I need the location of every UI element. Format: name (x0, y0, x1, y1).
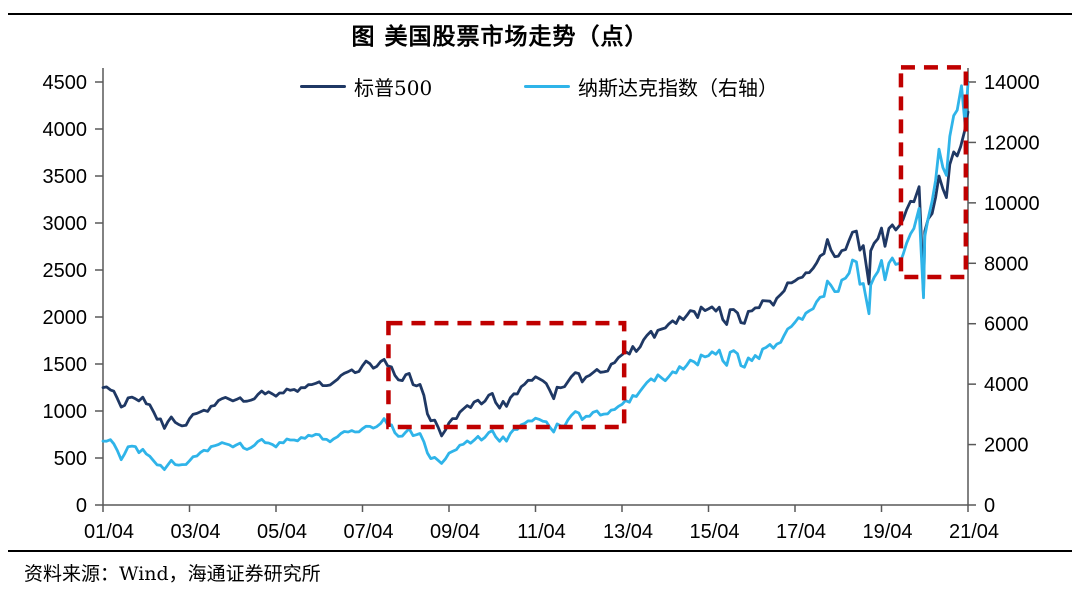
x-axis-tick-label: 17/04 (776, 521, 826, 543)
sp500-line-swatch (300, 84, 346, 89)
x-axis-tick-label: 03/04 (170, 521, 220, 543)
left-axis-tick-label: 1500 (43, 354, 88, 376)
left-axis-tick-label: 4500 (43, 72, 88, 94)
x-axis-tick-label: 15/04 (689, 521, 739, 543)
nasdaq-line-swatch (524, 84, 570, 89)
x-axis-tick-label: 05/04 (257, 521, 307, 543)
highlight-box-1 (386, 320, 627, 430)
top-divider (8, 13, 1072, 15)
highlight-box-2 (898, 65, 969, 280)
x-axis-tick-label: 21/04 (949, 521, 999, 543)
left-axis-tick-label: 0 (76, 495, 87, 517)
x-axis-tick-label: 11/04 (517, 521, 566, 543)
left-axis-tick-label: 500 (54, 448, 87, 470)
bottom-divider (8, 550, 1072, 552)
legend-label-nasdaq: 纳斯达克指数（右轴） (578, 76, 778, 100)
right-axis-tick-label: 0 (984, 495, 995, 517)
chart-title: 图 美国股票市场走势（点） (351, 24, 649, 50)
sp500-line (101, 110, 970, 438)
left-axis-tick-label: 1000 (43, 401, 88, 423)
right-axis-tick-label: 8000 (984, 253, 1029, 275)
x-axis-tick-label: 09/04 (430, 521, 480, 543)
right-axis-tick-label: 10000 (984, 193, 1040, 215)
left-axis-tick-label: 4000 (43, 119, 88, 141)
legend-item-nasdaq: 纳斯达克指数（右轴） (524, 72, 778, 101)
x-axis-tick-label: 19/04 (862, 521, 912, 543)
x-axis-tick-label: 13/04 (603, 521, 653, 543)
source-note: 资料来源：Wind，海通证券研究所 (24, 563, 321, 585)
left-axis-tick-label: 3500 (43, 166, 88, 188)
x-axis-tick-label: 01/04 (84, 521, 134, 543)
legend-item-sp500: 标普500 (300, 72, 432, 101)
right-axis-tick-label: 2000 (984, 435, 1029, 457)
nasdaq-line (101, 81, 970, 471)
left-axis-tick-label: 2000 (43, 307, 88, 329)
right-axis-tick-label: 6000 (984, 314, 1029, 336)
x-axis-tick-label: 07/04 (343, 521, 393, 543)
right-axis-tick-label: 14000 (984, 72, 1040, 94)
left-axis-tick-label: 2500 (43, 260, 88, 282)
left-axis-tick-label: 3000 (43, 213, 88, 235)
right-axis-tick-label: 4000 (984, 374, 1029, 396)
legend-label-sp500: 标普500 (354, 76, 433, 100)
right-axis-tick-label: 12000 (984, 132, 1040, 154)
